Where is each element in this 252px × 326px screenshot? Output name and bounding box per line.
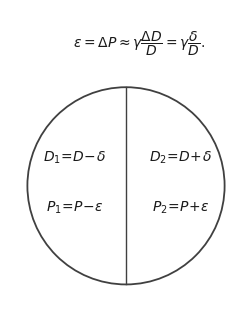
Text: $P_1\!=\!P\!-\!\varepsilon$: $P_1\!=\!P\!-\!\varepsilon$ xyxy=(46,199,103,216)
Text: $D_2\!=\!D\!+\!\delta$: $D_2\!=\!D\!+\!\delta$ xyxy=(149,150,212,166)
Text: $D_1\!=\!D\!-\!\delta$: $D_1\!=\!D\!-\!\delta$ xyxy=(43,150,106,166)
Text: $\varepsilon = \Delta P \approx \gamma\dfrac{\Delta D}{D} = \gamma\dfrac{\delta}: $\varepsilon = \Delta P \approx \gamma\d… xyxy=(73,29,205,58)
Text: $P_2\!=\!P\!+\!\varepsilon$: $P_2\!=\!P\!+\!\varepsilon$ xyxy=(151,199,209,216)
